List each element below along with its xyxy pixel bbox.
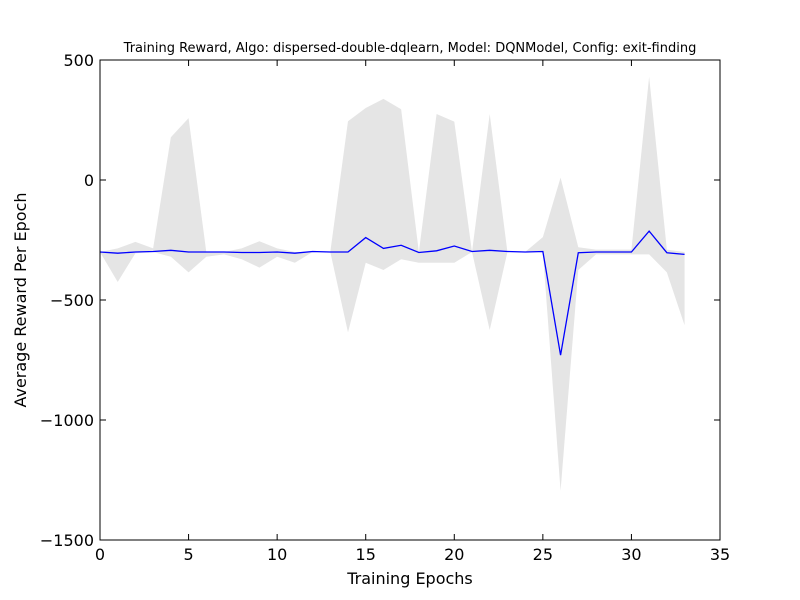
x-tick-label: 30 [621, 545, 641, 564]
y-axis-label: Average Reward Per Epoch [11, 192, 30, 407]
variance-band [100, 76, 685, 491]
series-line-0 [99, 230, 685, 356]
axes-frame [99, 59, 721, 541]
y-tick-label: −500 [50, 291, 94, 310]
y-tick-label: −1500 [40, 531, 94, 550]
y-tick-label: 0 [84, 171, 94, 190]
y-tick-label: −1000 [40, 411, 94, 430]
x-tick-label: 5 [183, 545, 193, 564]
chart-title: Training Reward, Algo: dispersed-double-… [123, 41, 697, 56]
x-tick-label: 20 [444, 545, 464, 564]
plot-area [99, 76, 685, 491]
x-axis-label: Training Epochs [346, 569, 473, 588]
y-tick-label: 500 [63, 51, 94, 70]
x-tick-label: 0 [95, 545, 105, 564]
x-tick-label: 15 [356, 545, 376, 564]
axes: 0 5 10 15 20 25 30 35 500 0 −500 −1000 −1500 [40, 51, 730, 564]
x-tick-label: 10 [267, 545, 287, 564]
x-tick-label: 25 [533, 545, 553, 564]
x-tick-label: 35 [710, 545, 730, 564]
